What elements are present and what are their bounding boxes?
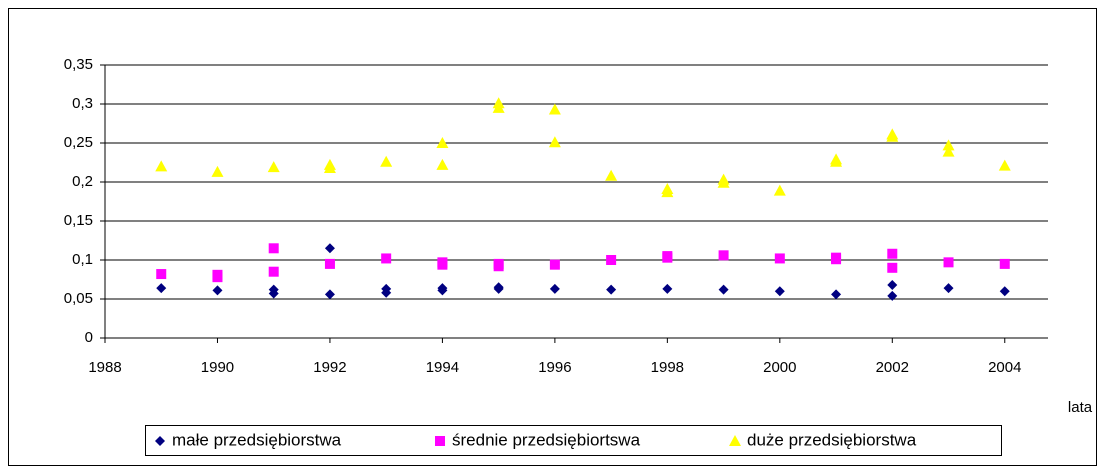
point <box>887 248 898 259</box>
point <box>999 286 1010 297</box>
point <box>999 258 1010 269</box>
x-axis-label: lata <box>1068 399 1093 416</box>
legend-marker <box>435 436 445 446</box>
point <box>774 253 785 264</box>
point <box>831 254 842 265</box>
point <box>437 285 448 296</box>
point <box>381 253 392 264</box>
point <box>662 283 673 294</box>
point <box>774 286 785 297</box>
x-tick-label: 2000 <box>763 359 796 376</box>
x-tick-label: 1988 <box>88 359 121 376</box>
point <box>606 284 617 295</box>
y-tick-label: 0 <box>85 329 93 346</box>
point <box>718 284 729 295</box>
point <box>212 272 223 283</box>
point <box>212 285 223 296</box>
x-tick-label: 1990 <box>201 359 234 376</box>
point <box>323 161 336 173</box>
point <box>211 165 224 177</box>
point <box>493 261 504 272</box>
point <box>718 250 729 261</box>
point <box>605 169 618 181</box>
point <box>268 288 279 299</box>
point <box>830 155 843 167</box>
point <box>436 158 449 170</box>
point <box>886 130 899 142</box>
y-tick-label: 0,05 <box>64 290 93 307</box>
point <box>661 186 674 198</box>
point <box>324 289 335 300</box>
y-tick-label: 0,2 <box>72 173 93 190</box>
point <box>437 259 448 270</box>
point <box>887 279 898 290</box>
point <box>548 103 561 115</box>
y-tick-label: 0,35 <box>64 56 93 73</box>
point <box>156 283 167 294</box>
point <box>773 184 786 196</box>
legend-marker <box>155 436 165 446</box>
point <box>717 176 730 188</box>
point <box>548 136 561 148</box>
legend-marker <box>729 435 741 446</box>
legend-label: duże przedsiębiorstwa <box>747 430 917 449</box>
point <box>324 258 335 269</box>
point <box>324 243 335 254</box>
legend-label: średnie przedsiębiortswa <box>452 430 641 449</box>
legend-label: małe przedsiębiorstwa <box>172 430 342 449</box>
point <box>942 145 955 157</box>
point <box>155 160 168 172</box>
point <box>942 139 955 151</box>
point <box>436 137 449 148</box>
point <box>492 101 505 113</box>
point <box>943 283 954 294</box>
point <box>887 262 898 273</box>
point <box>998 159 1011 171</box>
point <box>268 243 279 254</box>
legend <box>145 425 1002 456</box>
x-tick-label: 2002 <box>876 359 909 376</box>
point <box>380 155 393 167</box>
point <box>267 161 280 173</box>
point <box>662 252 673 263</box>
point <box>943 257 954 268</box>
x-tick-label: 1994 <box>426 359 459 376</box>
point <box>268 266 279 277</box>
point <box>381 287 392 298</box>
x-tick-label: 1996 <box>538 359 571 376</box>
point <box>606 255 617 265</box>
y-tick-label: 0,15 <box>64 212 93 229</box>
point <box>549 283 560 294</box>
point <box>493 283 504 294</box>
chart-frame <box>8 8 1097 466</box>
y-tick-label: 0,1 <box>72 251 93 268</box>
x-tick-label: 2004 <box>988 359 1021 376</box>
x-tick-label: 1998 <box>651 359 684 376</box>
point <box>831 289 842 300</box>
y-tick-label: 0,3 <box>72 95 93 112</box>
x-tick-label: 1992 <box>313 359 346 376</box>
point <box>549 259 560 270</box>
y-tick-label: 0,25 <box>64 134 93 151</box>
point <box>887 290 898 301</box>
point <box>156 269 167 280</box>
